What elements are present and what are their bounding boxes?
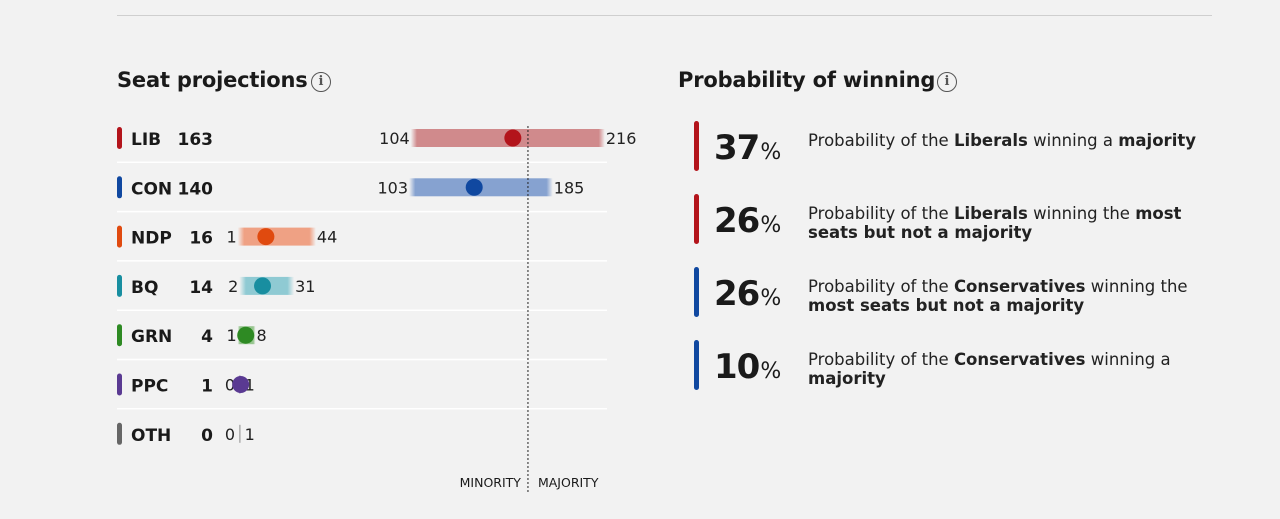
range-high-grn: 8 [256,326,266,345]
party-color-marker-oth [117,422,122,445]
party-label-ndp: NDP [131,229,172,249]
description-emphasis: Conservatives [953,277,1086,296]
party-label-grn: GRN [131,327,172,347]
majority-label: MAJORITY [538,475,599,490]
description-emphasis: most seats but not a majority [808,296,1085,315]
range-bar-ndp [237,227,316,246]
probability-row: 10% Probability of the Conservatives winn… [694,340,1214,392]
probability-percent-sign: % [760,286,782,311]
description-text: Probability of the [808,131,954,150]
probability-color-bar [694,194,699,244]
projection-dot-ppc [232,376,250,393]
range-low-ndp: 1 [226,228,236,247]
party-label-con: CON [131,179,172,199]
description-emphasis: majority [808,369,886,388]
range-low-ppc: 0 [225,376,235,395]
projection-dot-ndp [257,228,275,246]
range-high-oth: 1 [245,425,255,444]
range-high-ppc: 1 [245,376,255,395]
range-low-con: 103 [377,178,408,197]
range-high-bq: 31 [295,277,315,296]
probability-row: 26% Probability of the Liberals winning t… [694,194,1214,246]
probability-color-bar [694,267,699,317]
description-emphasis: Conservatives [953,350,1086,369]
party-label-lib: LIB [131,130,161,150]
description-emphasis: most seats but not a majority [808,204,1182,242]
party-projection-ppc: 1 [201,377,213,397]
probability-value: 26% [714,201,781,241]
probability-row: 26% Probability of the Conservatives winn… [694,267,1214,319]
party-color-marker-lib [117,127,122,149]
description-emphasis: Liberals [953,131,1028,150]
projection-dot-lib [504,129,522,147]
description-text: Probability of the [808,277,954,296]
description-text: winning the [1085,277,1188,296]
probability-title: Probability of winning [678,68,936,92]
party-color-marker-bq [117,274,122,297]
seat-projections-title: Seat projections [117,68,308,92]
description-text: winning a [1085,350,1171,369]
party-projection-ndp: 16 [189,229,213,249]
party-color-marker-ppc [117,373,122,396]
description-text: winning a [1027,131,1119,150]
probability-percent-sign: % [760,140,782,165]
top-divider [117,15,1212,16]
description-emphasis: Liberals [953,204,1028,223]
probability-number: 26 [714,201,760,241]
range-low-lib: 104 [379,129,410,148]
probability-info-icon[interactable]: i [937,72,957,92]
party-label-bq: BQ [131,278,158,298]
probability-description: Probability of the Liberals winning the … [808,204,1203,242]
range-low-grn: 1 [226,326,236,345]
party-projection-bq: 14 [189,278,213,298]
description-emphasis: majority [1118,131,1196,150]
range-bar-oth [239,424,241,443]
probability-description: Probability of the Conservatives winning… [808,277,1203,315]
description-text: Probability of the [808,350,954,369]
range-high-lib: 216 [606,129,637,148]
party-color-marker-con [117,176,122,199]
probability-value: 37% [714,128,781,168]
description-text: winning the [1027,204,1136,223]
party-projection-con: 140 [178,179,214,199]
seat-projections-info-icon[interactable]: i [311,72,331,92]
probability-description: Probability of the Conservatives winning… [808,350,1203,388]
projection-dot-bq [254,277,272,295]
minority-label: MINORITY [460,475,522,490]
projection-dot-grn [237,326,255,344]
probability-value: 26% [714,274,781,314]
probability-value: 10% [714,347,781,387]
party-color-marker-grn [117,324,122,347]
range-low-oth: 0 [225,425,235,444]
description-text: Probability of the [808,204,954,223]
party-projection-lib: 163 [178,130,214,150]
probability-number: 10 [714,347,760,387]
range-high-ndp: 44 [317,228,337,247]
party-projection-oth: 0 [201,426,213,446]
party-color-marker-ndp [117,225,122,248]
probability-color-bar [694,121,699,171]
probability-number: 26 [714,274,760,314]
projection-dot-con [465,178,483,196]
probability-percent-sign: % [760,359,782,384]
probability-row: 37% Probability of the Liberals winning a… [694,121,1214,173]
party-label-oth: OTH [131,426,171,446]
range-low-bq: 2 [228,277,238,296]
probability-percent-sign: % [760,213,782,238]
party-label-ppc: PPC [131,377,168,397]
probability-number: 37 [714,128,760,168]
party-projection-grn: 4 [201,327,213,347]
probability-description: Probability of the Liberals winning a ma… [808,131,1203,150]
range-high-con: 185 [554,178,585,197]
probability-color-bar [694,340,699,390]
